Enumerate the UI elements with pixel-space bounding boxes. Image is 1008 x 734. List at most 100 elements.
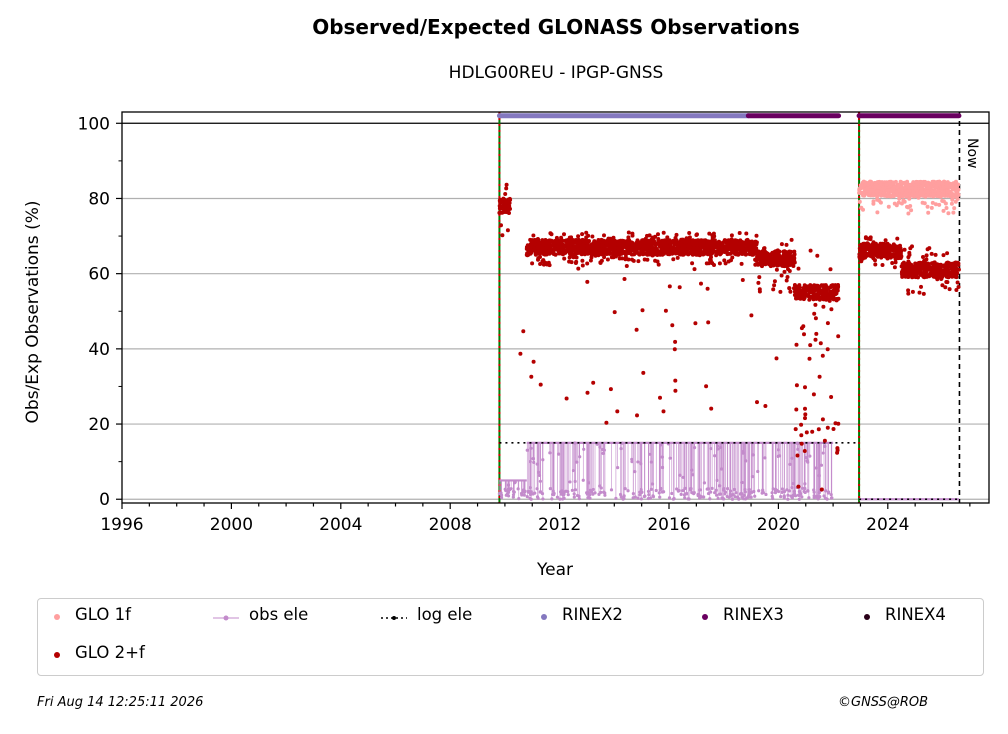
glo2f-point [796, 484, 801, 489]
glo2f-point [835, 288, 840, 293]
legend-marker-glo1f [54, 614, 60, 620]
glo2f-point [796, 266, 801, 271]
obs-ele-point [566, 493, 570, 497]
glo1f-point [926, 210, 931, 215]
glo2f-point [956, 261, 961, 266]
x-tick-label: 2008 [429, 515, 472, 535]
glo1f-point [899, 180, 904, 185]
glo2f-point [611, 255, 616, 260]
obs-ele-point [550, 497, 554, 501]
glo2f-point [881, 250, 886, 255]
glo1f-point [920, 200, 925, 205]
glo2f-point [921, 255, 925, 259]
glo2f-point [954, 270, 958, 275]
glo2f-point [569, 260, 574, 265]
obs-ele-point [803, 490, 807, 495]
glo2f-point [605, 257, 610, 262]
obs-ele-point [639, 462, 643, 466]
y-tick-label: 80 [88, 189, 110, 209]
glo2f-point [553, 252, 558, 257]
glo2f-point [589, 249, 594, 253]
obs-ele-point [614, 496, 618, 500]
glo2f-point [656, 232, 660, 237]
glo2f-point [799, 422, 804, 427]
glo2f-point [794, 342, 799, 347]
glo2f-point [676, 246, 681, 251]
obs-ele-point [706, 491, 711, 496]
glo2f-point [774, 267, 779, 272]
glo2f-point [538, 262, 543, 266]
glo2f-point [630, 252, 634, 257]
obs-ele-point [814, 466, 818, 470]
obs-ele-point [511, 493, 516, 497]
obs-ele-point [598, 445, 602, 449]
glo1f-point [881, 190, 886, 195]
obs-ele-point [648, 496, 653, 500]
glo1f-point [922, 194, 927, 199]
glo2f-point [930, 273, 935, 278]
legend-label-glo2f: GLO 2+f [75, 643, 145, 662]
obs-ele-point [658, 488, 662, 492]
chart-subtitle: HDLG00REU - IPGP-GNSS [448, 63, 664, 83]
glo2f-point [817, 374, 822, 379]
glo1f-point [910, 192, 914, 197]
glo2f-point [665, 249, 669, 254]
obs-ele-point [728, 492, 732, 496]
glo2f-point [708, 245, 713, 250]
glo2f-point [715, 251, 720, 256]
obs-ele-point [657, 491, 661, 495]
glo2f-point [567, 255, 572, 260]
glo2f-outlier [612, 310, 617, 315]
glo2f-point [636, 239, 641, 244]
glo2f-point [792, 289, 797, 294]
glo2f-point [894, 252, 899, 256]
glo1f-point [892, 201, 897, 206]
glo2f-point [719, 243, 723, 248]
glo2f-point [767, 262, 772, 267]
glo2f-point [665, 235, 670, 240]
legend-label-rinex2: RINEX2 [562, 605, 623, 624]
obs-ele-point [789, 494, 793, 498]
glo2f-outlier [608, 387, 613, 392]
glo2f-outlier [663, 308, 668, 313]
glo2f-point [504, 186, 509, 191]
obs-ele-point [529, 497, 533, 501]
glo2f-point [801, 324, 806, 329]
glo2f-point [602, 255, 607, 260]
obs-ele-point [636, 460, 640, 464]
glo1f-point [868, 188, 873, 193]
glo1f-point [875, 194, 880, 199]
obs-ele-point [757, 489, 761, 493]
obs-ele-point [525, 495, 529, 499]
glo2f-point [734, 252, 739, 257]
glo2f-outlier [661, 409, 666, 414]
obs-ele-point [646, 489, 651, 494]
glo2f-point [796, 286, 801, 291]
glo2f-point [781, 263, 786, 268]
glo2f-point [653, 241, 657, 246]
chart-canvas: 0 20 40 60 80 100 1996 2000 2004 2008 2012 2016 2020… [23, 111, 990, 580]
glo2f-point [870, 243, 875, 248]
glo2f-point [866, 247, 871, 252]
glo2f-point [782, 269, 787, 274]
glo1f-point [944, 182, 949, 187]
obs-ele-point [749, 495, 753, 499]
obs-ele-point [692, 446, 697, 450]
glo1f-point [954, 184, 959, 189]
glo1f-point [868, 179, 872, 184]
glo2f-point [543, 261, 548, 265]
obs-ele-point [750, 475, 755, 479]
glo2f-point [951, 263, 955, 268]
legend-item-rinex2: RINEX2 [541, 605, 623, 624]
glo2f-point [895, 236, 900, 241]
glo2f-point [708, 257, 712, 262]
glo2f-point [941, 253, 946, 258]
obs-ele-point [698, 488, 702, 492]
legend-item-glo1f: GLO 1f [54, 605, 131, 624]
glo2f-point [500, 210, 505, 215]
obs-ele-point [740, 495, 744, 499]
glo2f-point [548, 244, 553, 248]
glo2f-point [901, 264, 906, 269]
obs-ele-point [806, 460, 810, 464]
y-tick-label: 60 [88, 265, 110, 285]
